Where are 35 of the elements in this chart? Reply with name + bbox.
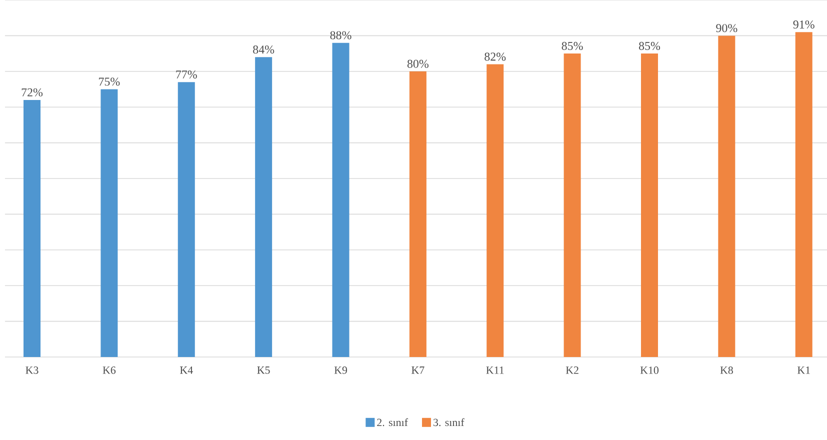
bar <box>255 57 272 357</box>
x-tick-label: K5 <box>257 366 270 374</box>
x-tick-label: K11 <box>486 366 504 374</box>
x-tick-label: K2 <box>566 366 578 374</box>
bar <box>100 89 118 357</box>
data-label: 75% <box>99 78 120 86</box>
data-label: 85% <box>638 42 660 50</box>
data-label: 77% <box>176 70 197 79</box>
data-label: 91% <box>793 20 814 29</box>
x-tick-label: K7 <box>412 366 424 374</box>
legend-label: 2. sınıf <box>377 418 408 426</box>
data-label: 84% <box>253 45 274 54</box>
bar <box>178 82 195 357</box>
bar <box>640 54 658 357</box>
x-tick-label: K1 <box>797 366 810 374</box>
bar <box>718 36 736 357</box>
data-label: 72% <box>22 88 43 96</box>
bar <box>564 54 581 357</box>
bar <box>795 32 812 357</box>
x-tick-label: K9 <box>334 366 347 374</box>
x-tick-label: K10 <box>640 366 659 374</box>
bar <box>409 71 426 357</box>
legend-label: 3. sınıf <box>434 418 464 426</box>
bar <box>24 100 41 357</box>
bar <box>332 42 350 357</box>
x-tick-label: K8 <box>720 366 733 374</box>
data-label: 88% <box>330 31 352 40</box>
x-tick-label: K4 <box>180 366 193 374</box>
x-tick-label: K6 <box>102 366 116 374</box>
bar <box>486 64 504 357</box>
data-label: 80% <box>407 60 428 68</box>
x-tick-label: K3 <box>26 366 38 374</box>
data-label: 90% <box>716 24 738 32</box>
data-label: 82% <box>484 52 506 61</box>
data-label: 85% <box>562 42 583 50</box>
